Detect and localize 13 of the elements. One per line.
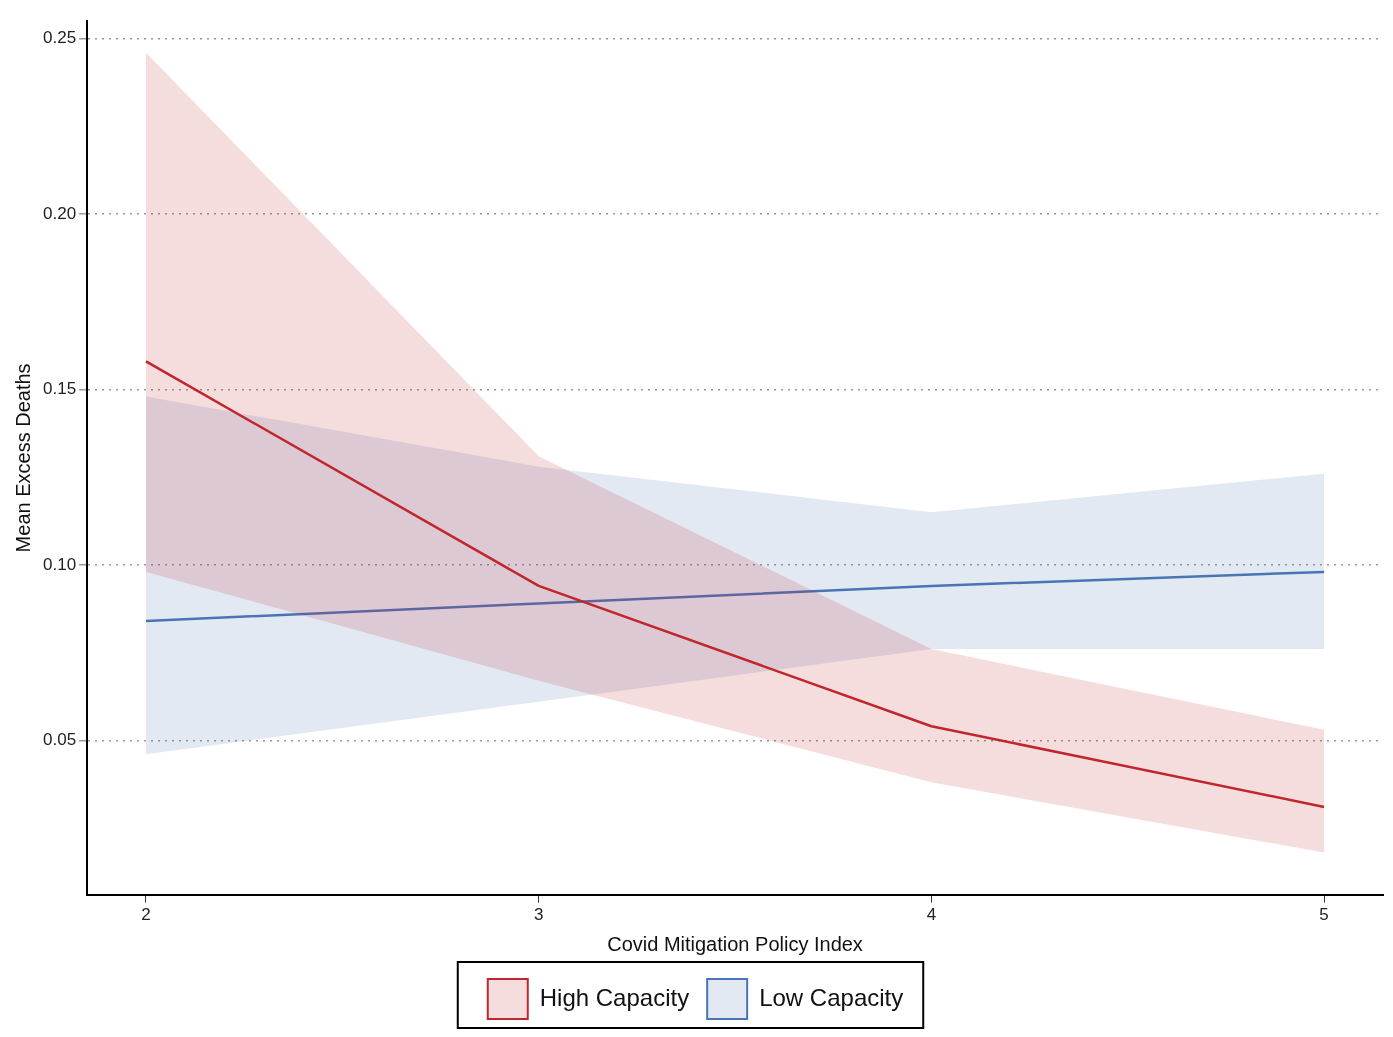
y-tick-label: 0.15 xyxy=(42,379,77,399)
y-tick-label: 0.25 xyxy=(42,28,77,48)
x-tick-label: 3 xyxy=(533,905,544,925)
y-tick-label: 0.05 xyxy=(42,729,77,749)
y-tick-label: 0.10 xyxy=(42,554,77,574)
x-tick-label: 5 xyxy=(1319,905,1329,925)
y-axis-title: Mean Excess Deaths xyxy=(11,363,34,553)
legend-label: High Capacity xyxy=(539,983,690,1011)
x-tick-label: 2 xyxy=(141,905,151,925)
y-tick-label: 0.20 xyxy=(42,203,77,223)
x-axis-title: Covid Mitigation Policy Index xyxy=(607,932,863,955)
legend-label: Low Capacity xyxy=(759,983,904,1011)
x-tick-label: 4 xyxy=(926,905,937,925)
